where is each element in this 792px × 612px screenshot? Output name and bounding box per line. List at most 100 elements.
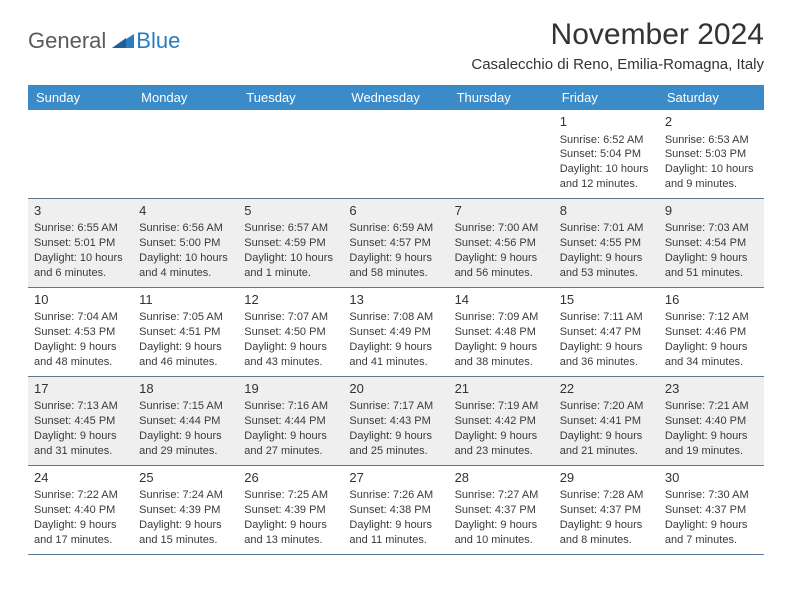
calendar-cell: 17Sunrise: 7:13 AMSunset: 4:45 PMDayligh… — [28, 377, 133, 465]
sunrise-text: Sunrise: 6:53 AM — [665, 133, 758, 148]
day-number: 1 — [560, 113, 653, 131]
sunset-text: Sunset: 4:59 PM — [244, 236, 337, 251]
week-row: 3Sunrise: 6:55 AMSunset: 5:01 PMDaylight… — [28, 199, 764, 288]
sunrise-text: Sunrise: 7:25 AM — [244, 488, 337, 503]
daylight-text: and 53 minutes. — [560, 266, 653, 281]
weekday-header: Friday — [554, 85, 659, 110]
sunset-text: Sunset: 4:44 PM — [139, 414, 232, 429]
week-row: 24Sunrise: 7:22 AMSunset: 4:40 PMDayligh… — [28, 466, 764, 555]
daylight-text: Daylight: 9 hours — [665, 340, 758, 355]
calendar-cell: 27Sunrise: 7:26 AMSunset: 4:38 PMDayligh… — [343, 466, 448, 554]
day-number: 15 — [560, 291, 653, 309]
calendar-cell: 24Sunrise: 7:22 AMSunset: 4:40 PMDayligh… — [28, 466, 133, 554]
calendar-cell: 4Sunrise: 6:56 AMSunset: 5:00 PMDaylight… — [133, 199, 238, 287]
sunset-text: Sunset: 4:53 PM — [34, 325, 127, 340]
sunset-text: Sunset: 4:41 PM — [560, 414, 653, 429]
daylight-text: and 43 minutes. — [244, 355, 337, 370]
calendar-grid: Sunday Monday Tuesday Wednesday Thursday… — [28, 85, 764, 555]
title-block: November 2024 Casalecchio di Reno, Emili… — [471, 18, 764, 73]
daylight-text: and 56 minutes. — [455, 266, 548, 281]
sunset-text: Sunset: 4:40 PM — [665, 414, 758, 429]
sunset-text: Sunset: 4:37 PM — [560, 503, 653, 518]
daylight-text: Daylight: 9 hours — [455, 429, 548, 444]
logo: General Blue — [28, 18, 180, 54]
daylight-text: and 48 minutes. — [34, 355, 127, 370]
sunset-text: Sunset: 5:03 PM — [665, 147, 758, 162]
daylight-text: Daylight: 10 hours — [34, 251, 127, 266]
calendar-cell: 16Sunrise: 7:12 AMSunset: 4:46 PMDayligh… — [659, 288, 764, 376]
daylight-text: and 4 minutes. — [139, 266, 232, 281]
sunset-text: Sunset: 4:37 PM — [455, 503, 548, 518]
sunrise-text: Sunrise: 6:57 AM — [244, 221, 337, 236]
logo-text-blue: Blue — [136, 28, 180, 54]
daylight-text: Daylight: 9 hours — [139, 429, 232, 444]
daylight-text: Daylight: 9 hours — [665, 251, 758, 266]
daylight-text: Daylight: 9 hours — [139, 518, 232, 533]
sunset-text: Sunset: 4:38 PM — [349, 503, 442, 518]
daylight-text: Daylight: 9 hours — [139, 340, 232, 355]
sunrise-text: Sunrise: 7:24 AM — [139, 488, 232, 503]
sunrise-text: Sunrise: 7:28 AM — [560, 488, 653, 503]
calendar-cell: 26Sunrise: 7:25 AMSunset: 4:39 PMDayligh… — [238, 466, 343, 554]
sunrise-text: Sunrise: 7:16 AM — [244, 399, 337, 414]
sunrise-text: Sunrise: 7:07 AM — [244, 310, 337, 325]
sunset-text: Sunset: 4:55 PM — [560, 236, 653, 251]
daylight-text: Daylight: 9 hours — [244, 518, 337, 533]
calendar-cell: 11Sunrise: 7:05 AMSunset: 4:51 PMDayligh… — [133, 288, 238, 376]
weekday-header: Saturday — [659, 85, 764, 110]
sunset-text: Sunset: 4:39 PM — [139, 503, 232, 518]
calendar-cell: 9Sunrise: 7:03 AMSunset: 4:54 PMDaylight… — [659, 199, 764, 287]
sunrise-text: Sunrise: 7:26 AM — [349, 488, 442, 503]
logo-triangle-icon — [112, 30, 134, 53]
daylight-text: and 10 minutes. — [455, 533, 548, 548]
daylight-text: and 27 minutes. — [244, 444, 337, 459]
daylight-text: and 25 minutes. — [349, 444, 442, 459]
daylight-text: and 23 minutes. — [455, 444, 548, 459]
sunset-text: Sunset: 4:49 PM — [349, 325, 442, 340]
daylight-text: and 19 minutes. — [665, 444, 758, 459]
day-number: 10 — [34, 291, 127, 309]
daylight-text: and 36 minutes. — [560, 355, 653, 370]
daylight-text: Daylight: 9 hours — [455, 518, 548, 533]
sunset-text: Sunset: 4:48 PM — [455, 325, 548, 340]
sunrise-text: Sunrise: 7:13 AM — [34, 399, 127, 414]
calendar-cell: 22Sunrise: 7:20 AMSunset: 4:41 PMDayligh… — [554, 377, 659, 465]
daylight-text: and 31 minutes. — [34, 444, 127, 459]
calendar-cell: 25Sunrise: 7:24 AMSunset: 4:39 PMDayligh… — [133, 466, 238, 554]
weekday-header: Tuesday — [238, 85, 343, 110]
calendar-cell: 7Sunrise: 7:00 AMSunset: 4:56 PMDaylight… — [449, 199, 554, 287]
day-number: 5 — [244, 202, 337, 220]
calendar-cell: 15Sunrise: 7:11 AMSunset: 4:47 PMDayligh… — [554, 288, 659, 376]
calendar-cell: 29Sunrise: 7:28 AMSunset: 4:37 PMDayligh… — [554, 466, 659, 554]
day-number: 8 — [560, 202, 653, 220]
sunrise-text: Sunrise: 7:19 AM — [455, 399, 548, 414]
weekday-header: Thursday — [449, 85, 554, 110]
sunset-text: Sunset: 4:47 PM — [560, 325, 653, 340]
location-subtitle: Casalecchio di Reno, Emilia-Romagna, Ita… — [471, 56, 764, 73]
sunset-text: Sunset: 4:44 PM — [244, 414, 337, 429]
calendar-cell — [28, 110, 133, 198]
daylight-text: Daylight: 9 hours — [244, 429, 337, 444]
sunrise-text: Sunrise: 6:59 AM — [349, 221, 442, 236]
daylight-text: Daylight: 9 hours — [349, 340, 442, 355]
sunrise-text: Sunrise: 7:12 AM — [665, 310, 758, 325]
daylight-text: and 11 minutes. — [349, 533, 442, 548]
calendar-cell: 28Sunrise: 7:27 AMSunset: 4:37 PMDayligh… — [449, 466, 554, 554]
day-number: 21 — [455, 380, 548, 398]
sunrise-text: Sunrise: 7:21 AM — [665, 399, 758, 414]
daylight-text: and 34 minutes. — [665, 355, 758, 370]
day-number: 11 — [139, 291, 232, 309]
sunset-text: Sunset: 4:39 PM — [244, 503, 337, 518]
sunset-text: Sunset: 4:45 PM — [34, 414, 127, 429]
day-number: 14 — [455, 291, 548, 309]
day-number: 9 — [665, 202, 758, 220]
daylight-text: and 9 minutes. — [665, 177, 758, 192]
day-number: 24 — [34, 469, 127, 487]
calendar-cell — [449, 110, 554, 198]
calendar-cell: 2Sunrise: 6:53 AMSunset: 5:03 PMDaylight… — [659, 110, 764, 198]
calendar-cell: 14Sunrise: 7:09 AMSunset: 4:48 PMDayligh… — [449, 288, 554, 376]
daylight-text: Daylight: 10 hours — [244, 251, 337, 266]
daylight-text: Daylight: 9 hours — [349, 251, 442, 266]
calendar-cell: 5Sunrise: 6:57 AMSunset: 4:59 PMDaylight… — [238, 199, 343, 287]
daylight-text: Daylight: 9 hours — [665, 429, 758, 444]
